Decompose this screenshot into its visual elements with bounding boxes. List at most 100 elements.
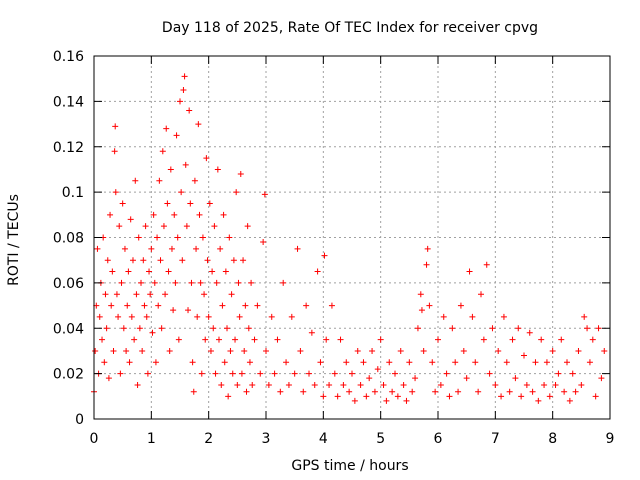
data-point xyxy=(578,381,585,388)
data-point xyxy=(134,381,141,388)
data-point xyxy=(183,223,190,230)
data-point xyxy=(523,381,530,388)
x-tick-label: 1 xyxy=(147,431,156,447)
data-point xyxy=(112,189,119,196)
data-point xyxy=(526,329,533,336)
data-point xyxy=(227,347,234,354)
data-point xyxy=(475,388,482,395)
data-point xyxy=(386,359,393,366)
data-point xyxy=(191,177,198,184)
x-axis-label: GPS time / hours xyxy=(291,458,408,474)
data-point xyxy=(271,370,278,377)
data-point xyxy=(268,313,275,320)
data-point xyxy=(601,347,608,354)
data-point xyxy=(503,359,510,366)
data-point xyxy=(159,148,166,155)
data-point xyxy=(300,388,307,395)
data-point xyxy=(180,87,187,94)
data-point xyxy=(96,313,103,320)
data-point xyxy=(297,347,304,354)
data-point xyxy=(124,302,131,309)
x-tick-label: 6 xyxy=(434,431,443,447)
data-point xyxy=(260,239,267,246)
data-point xyxy=(160,223,167,230)
x-tick-label: 7 xyxy=(491,431,500,447)
data-point xyxy=(211,223,218,230)
data-point xyxy=(128,313,135,320)
data-point xyxy=(206,200,213,207)
data-point xyxy=(127,216,134,223)
data-point xyxy=(374,366,381,373)
data-point xyxy=(423,261,430,268)
data-point xyxy=(115,313,122,320)
data-point xyxy=(351,397,358,404)
data-point xyxy=(383,397,390,404)
data-point xyxy=(323,336,330,343)
data-point xyxy=(212,370,219,377)
y-tick-label: 0.12 xyxy=(53,140,84,156)
data-point xyxy=(243,388,250,395)
data-point xyxy=(418,307,425,314)
data-point xyxy=(140,257,147,264)
data-point xyxy=(397,347,404,354)
x-tick-label: 5 xyxy=(376,431,385,447)
data-point xyxy=(584,325,591,332)
data-point xyxy=(546,393,553,400)
data-point xyxy=(107,211,114,218)
data-point xyxy=(242,302,249,309)
data-point xyxy=(143,313,150,320)
data-point xyxy=(136,325,143,332)
data-point xyxy=(506,388,513,395)
y-tick-label: 0 xyxy=(75,412,84,428)
data-point xyxy=(277,388,284,395)
data-point xyxy=(162,291,169,298)
data-point xyxy=(240,257,247,264)
x-tick-label: 4 xyxy=(319,431,328,447)
data-point xyxy=(363,393,370,400)
data-point xyxy=(420,347,427,354)
data-point xyxy=(210,325,217,332)
data-point xyxy=(94,245,101,252)
data-point xyxy=(437,381,444,388)
data-point xyxy=(403,397,410,404)
data-point xyxy=(414,325,421,332)
axis-ticks: 0 0.02 0.04 0.06 0.08 0.1 0.12 0.14 0.16 0 1 2 3 4 5 6 7… xyxy=(53,49,615,447)
data-point xyxy=(512,375,519,382)
data-point xyxy=(538,336,545,343)
data-point xyxy=(182,161,189,168)
data-point xyxy=(104,257,111,264)
data-point xyxy=(198,370,205,377)
data-point xyxy=(480,336,487,343)
data-point xyxy=(103,325,110,332)
data-point xyxy=(209,268,216,275)
data-point xyxy=(232,336,239,343)
data-point xyxy=(204,257,211,264)
data-point xyxy=(509,336,516,343)
data-points xyxy=(91,73,608,404)
data-point xyxy=(566,397,573,404)
data-point xyxy=(377,336,384,343)
data-point xyxy=(165,268,172,275)
data-point xyxy=(280,279,287,286)
data-point xyxy=(123,347,130,354)
data-point xyxy=(151,279,158,286)
data-point xyxy=(194,313,201,320)
data-point xyxy=(555,370,562,377)
data-point xyxy=(118,279,125,286)
data-point xyxy=(500,313,507,320)
data-point xyxy=(190,388,197,395)
data-point xyxy=(394,393,401,400)
data-point xyxy=(261,191,268,198)
data-point xyxy=(116,223,123,230)
data-point xyxy=(340,381,347,388)
data-point xyxy=(518,393,525,400)
data-point xyxy=(119,200,126,207)
data-point xyxy=(172,279,179,286)
data-point xyxy=(245,325,252,332)
data-point xyxy=(213,279,220,286)
data-point xyxy=(135,234,142,241)
data-point xyxy=(426,302,433,309)
data-point xyxy=(92,347,99,354)
data-point xyxy=(389,388,396,395)
data-point xyxy=(205,313,212,320)
